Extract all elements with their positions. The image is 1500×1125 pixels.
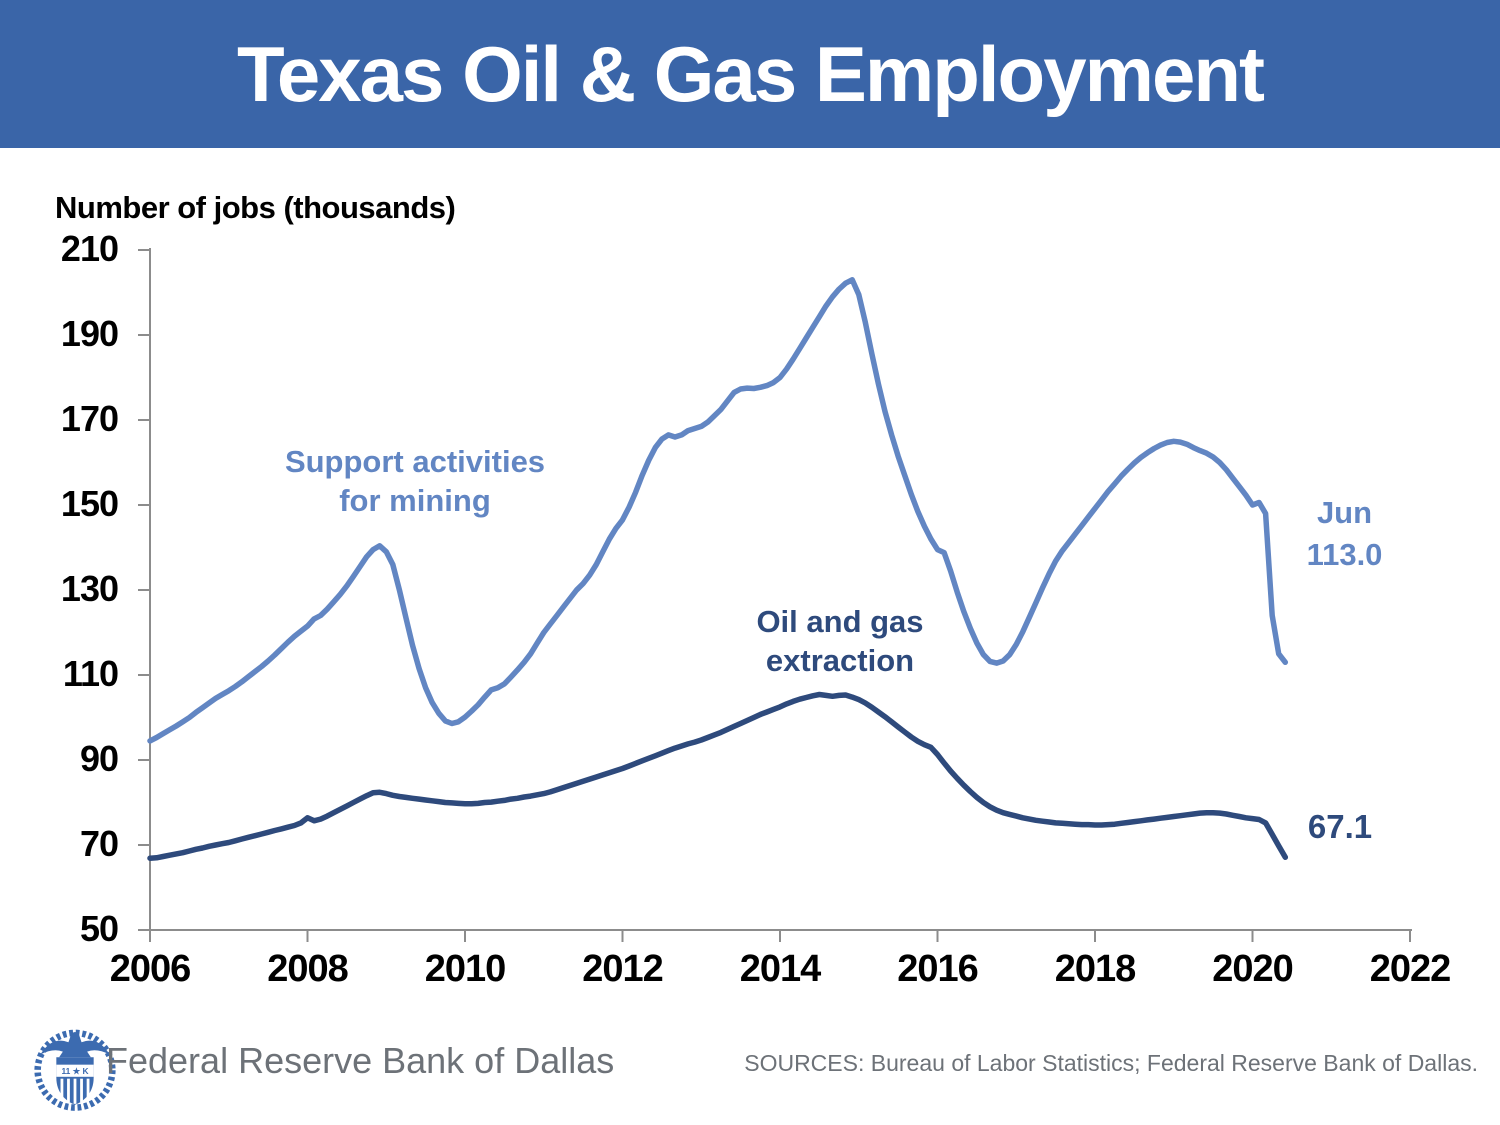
y-tick-label: 130 [60,568,119,609]
x-tick-label: 2006 [109,948,192,990]
y-tick-label: 190 [60,313,119,354]
brand-wordmark: Federal Reserve Bank of Dallas [106,1040,615,1081]
series-label-oil-gas-extraction: Oil and gas extraction [680,602,1000,680]
y-tick-label: 210 [60,228,119,269]
sources-note: SOURCES: Bureau of Labor Statistics; Fed… [744,1050,1478,1076]
x-tick-label: 2020 [1212,948,1294,990]
title-banner: Texas Oil & Gas Employment [0,0,1500,148]
y-tick-label: 50 [79,908,119,949]
series-label-support-activities: Support activities for mining [255,442,575,520]
oil-gas-extraction-line [147,691,1289,861]
end-value-number: 113.0 [1306,537,1383,572]
x-tick-label: 2018 [1054,948,1137,990]
page-title: Texas Oil & Gas Employment [237,29,1265,118]
series-label-line: Oil and gas [756,604,924,639]
x-tick-label: 2014 [739,948,822,990]
footer: 11 ★ K Federal Reserve Bank of Dallas SO… [0,1008,1500,1125]
x-tick-label: 2008 [267,948,349,990]
support-activities-line [147,277,1289,744]
y-tick-label: 70 [79,823,119,864]
x-tick-label: 2016 [897,948,979,990]
end-value-month: Jun [1316,495,1373,530]
x-tick-label: 2022 [1369,948,1452,990]
y-tick-label: 110 [62,653,119,694]
series-label-line: extraction [765,643,915,678]
y-tick-label: 90 [79,738,119,779]
y-axis-title: Number of jobs (thousands) [55,190,456,225]
dallas-fed-seal-logo: 11 ★ K [34,1029,116,1111]
x-tick-label: 2010 [424,948,507,990]
end-value-label-extraction: 67.1 [1290,806,1390,848]
y-tick-label: 170 [60,398,119,439]
y-tick-label: 150 [60,483,119,524]
end-value-label-support: Jun 113.0 [1282,492,1407,576]
x-tick-label: 2012 [582,948,664,990]
series-label-line: Support activities [284,444,546,479]
series-label-line: for mining [339,483,491,518]
end-value-number: 67.1 [1307,808,1373,845]
svg-text:11 ★ K: 11 ★ K [61,1066,88,1076]
